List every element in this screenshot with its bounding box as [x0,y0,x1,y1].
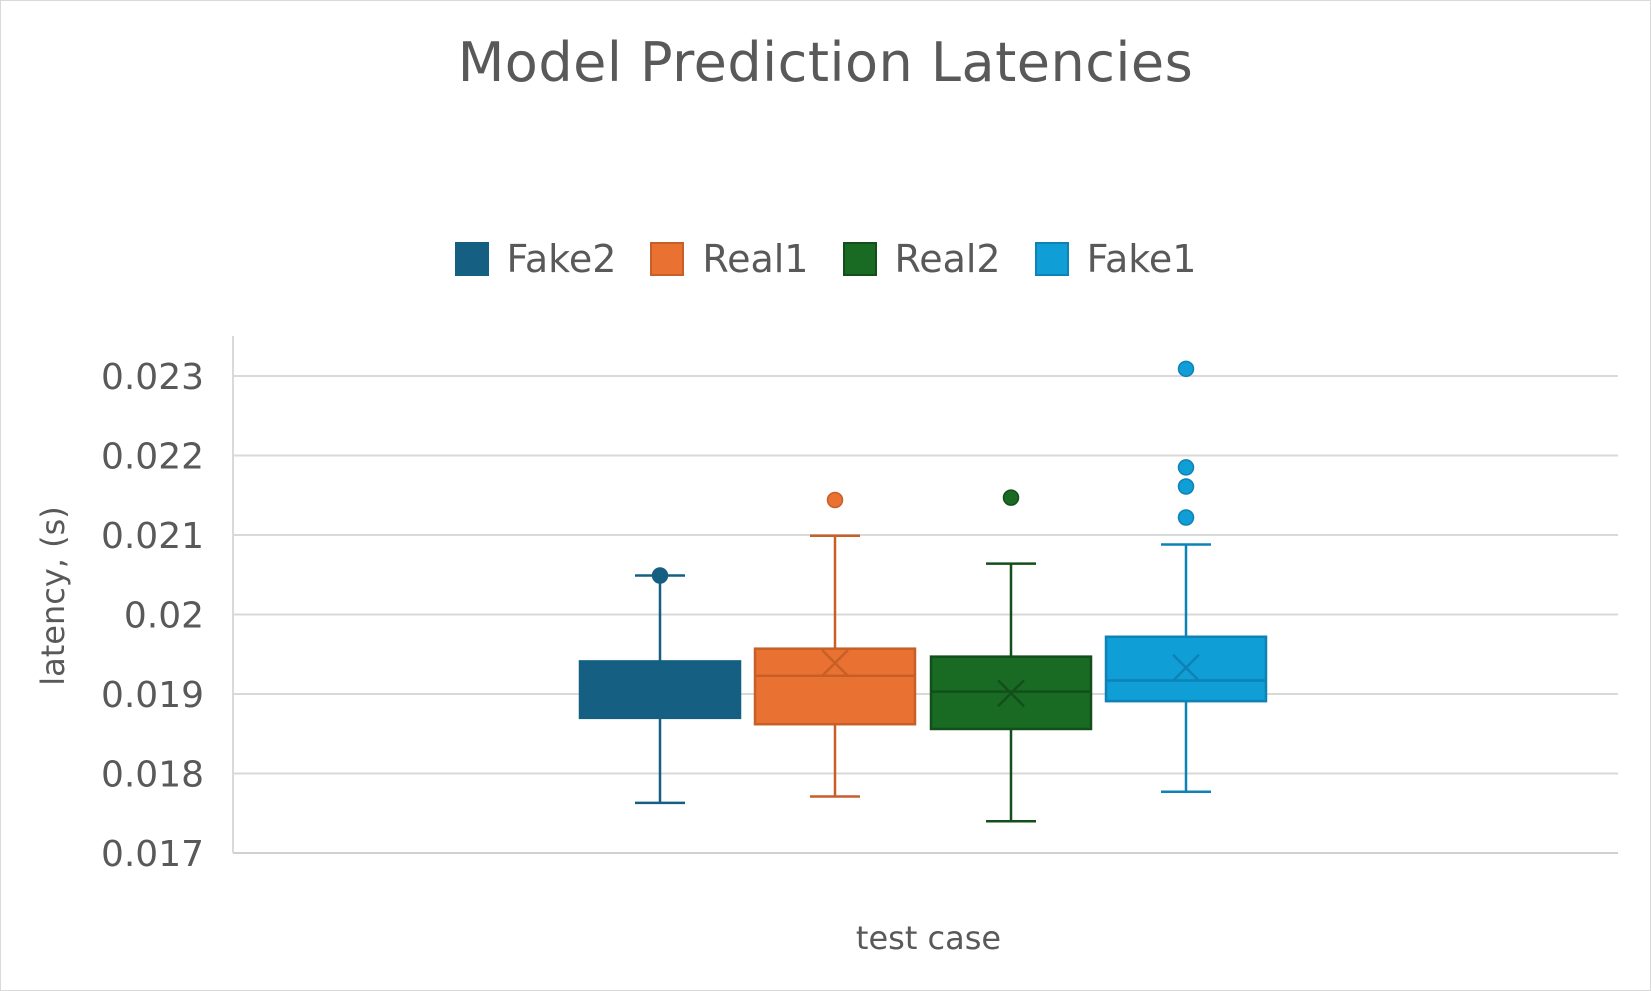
outlier-point [651,567,669,584]
box-fake2 [578,567,742,805]
legend-item-real2: Real2 [842,237,1001,281]
box-real1 [753,491,917,798]
legend-swatch [454,242,489,276]
legend-label: Real1 [702,237,809,281]
legend-swatch [842,242,877,276]
legend-label: Fake1 [1086,237,1197,281]
y-tick-label: 0.018 [101,755,204,796]
x-axis-title: test case [855,919,1002,957]
gridlines [232,336,1618,854]
box-real2 [929,489,1093,823]
legend-label: Fake2 [506,237,617,281]
y-tick-label: 0.017 [101,834,204,875]
outlier-point [1177,360,1195,378]
y-tick-label: 0.022 [101,437,204,478]
box-body [753,647,917,726]
legend-item-real1: Real1 [650,237,809,281]
outlier-point [1002,489,1020,506]
y-tick-label: 0.019 [101,675,204,716]
y-tick-label: 0.02 [124,596,204,637]
box-series [578,360,1268,823]
outlier-point [1177,509,1195,526]
box-fake1 [1104,360,1268,794]
outlier-point [1177,459,1195,476]
mean-marker [646,672,674,700]
y-tick-label: 0.023 [101,357,204,398]
legend-item-fake2: Fake2 [454,237,617,281]
mean-marker [997,679,1025,708]
outlier-point [826,491,844,509]
legend-swatch [650,242,685,276]
legend-swatch [1034,242,1069,276]
y-tick-label: 0.021 [101,516,204,557]
chart-title: Model Prediction Latencies [457,31,1194,94]
outlier-point [1177,478,1195,495]
legend-label: Real2 [894,237,1001,281]
mean-marker [1172,653,1200,682]
y-tick-labels: 0.017 0.018 0.019 0.02 0.021 0.022 0.023 [101,357,204,875]
legend-item-fake1: Fake1 [1034,237,1197,281]
mean-marker [821,649,849,677]
chart-legend: Fake2 Real1 Real2 Fake1 [1,237,1650,281]
